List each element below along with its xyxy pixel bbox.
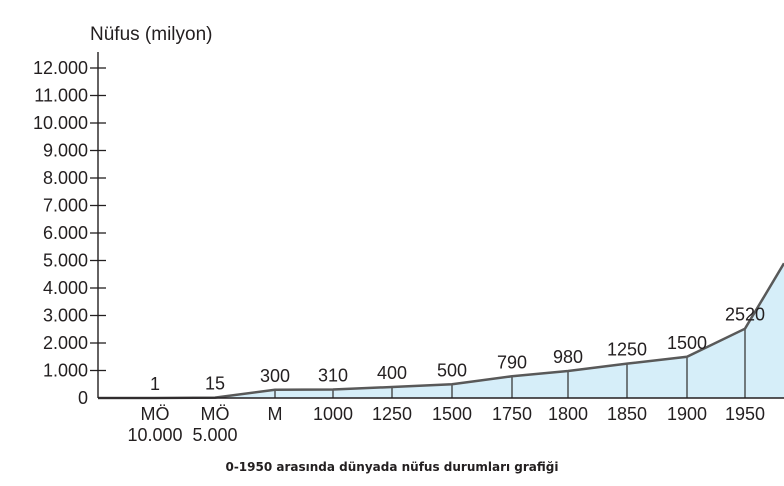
data-label: 790 [497, 352, 527, 372]
x-tick-label: 1500 [432, 404, 472, 424]
x-tick-label: 1950 [725, 404, 765, 424]
y-tick-label: 8.000 [43, 168, 88, 188]
x-tick-label: 1800 [548, 404, 588, 424]
area-layer [98, 263, 784, 398]
data-label: 400 [377, 363, 407, 383]
data-label: 980 [553, 347, 583, 367]
y-tick-label: 1.000 [43, 361, 88, 381]
y-tick-label: 9.000 [43, 141, 88, 161]
data-label: 1250 [607, 340, 647, 360]
y-tick-label: 5.000 [43, 251, 88, 271]
data-label: 1 [150, 374, 160, 394]
x-tick-label: 1900 [667, 404, 707, 424]
population-chart: Nüfus (milyon) 0 1.000 2.000 3.000 4.000 5.00… [33, 24, 784, 445]
x-tick-label: 1250 [372, 404, 412, 424]
x-tick-label: M [268, 404, 283, 424]
data-label: 1500 [667, 333, 707, 353]
data-label: 2520 [725, 305, 765, 325]
y-tick-label: 7.000 [43, 196, 88, 216]
y-tick-label: 0 [78, 388, 88, 408]
y-axis-title: Nüfus (milyon) [90, 24, 212, 45]
x-tick-label: 5.000 [192, 425, 237, 445]
data-label: 500 [437, 360, 467, 380]
y-tick-label: 11.000 [34, 86, 88, 106]
axes [90, 52, 784, 399]
y-tick-label: 6.000 [43, 223, 88, 243]
x-tick-label: 1750 [492, 404, 532, 424]
labels: 0 1.000 2.000 3.000 4.000 5.000 6.000 7.000 8.00… [33, 58, 765, 445]
data-label: 15 [205, 374, 225, 394]
x-tick-label: 1000 [313, 404, 353, 424]
y-tick-label: 12.000 [33, 58, 88, 78]
x-tick-label: MÖ [201, 404, 230, 424]
y-tick-label: 10.000 [33, 113, 88, 133]
y-tick-label: 4.000 [43, 278, 88, 298]
x-tick-label: 1850 [607, 404, 647, 424]
population-area [98, 263, 784, 398]
chart-caption: 0-1950 arasında dünyada nüfus durumları … [225, 460, 559, 474]
y-tick-label: 2.000 [43, 333, 88, 353]
data-label: 310 [318, 365, 348, 385]
y-tick-label: 3.000 [43, 306, 88, 326]
x-tick-label: 10.000 [127, 425, 182, 445]
x-tick-label: MÖ [141, 404, 170, 424]
data-label: 300 [260, 366, 290, 386]
